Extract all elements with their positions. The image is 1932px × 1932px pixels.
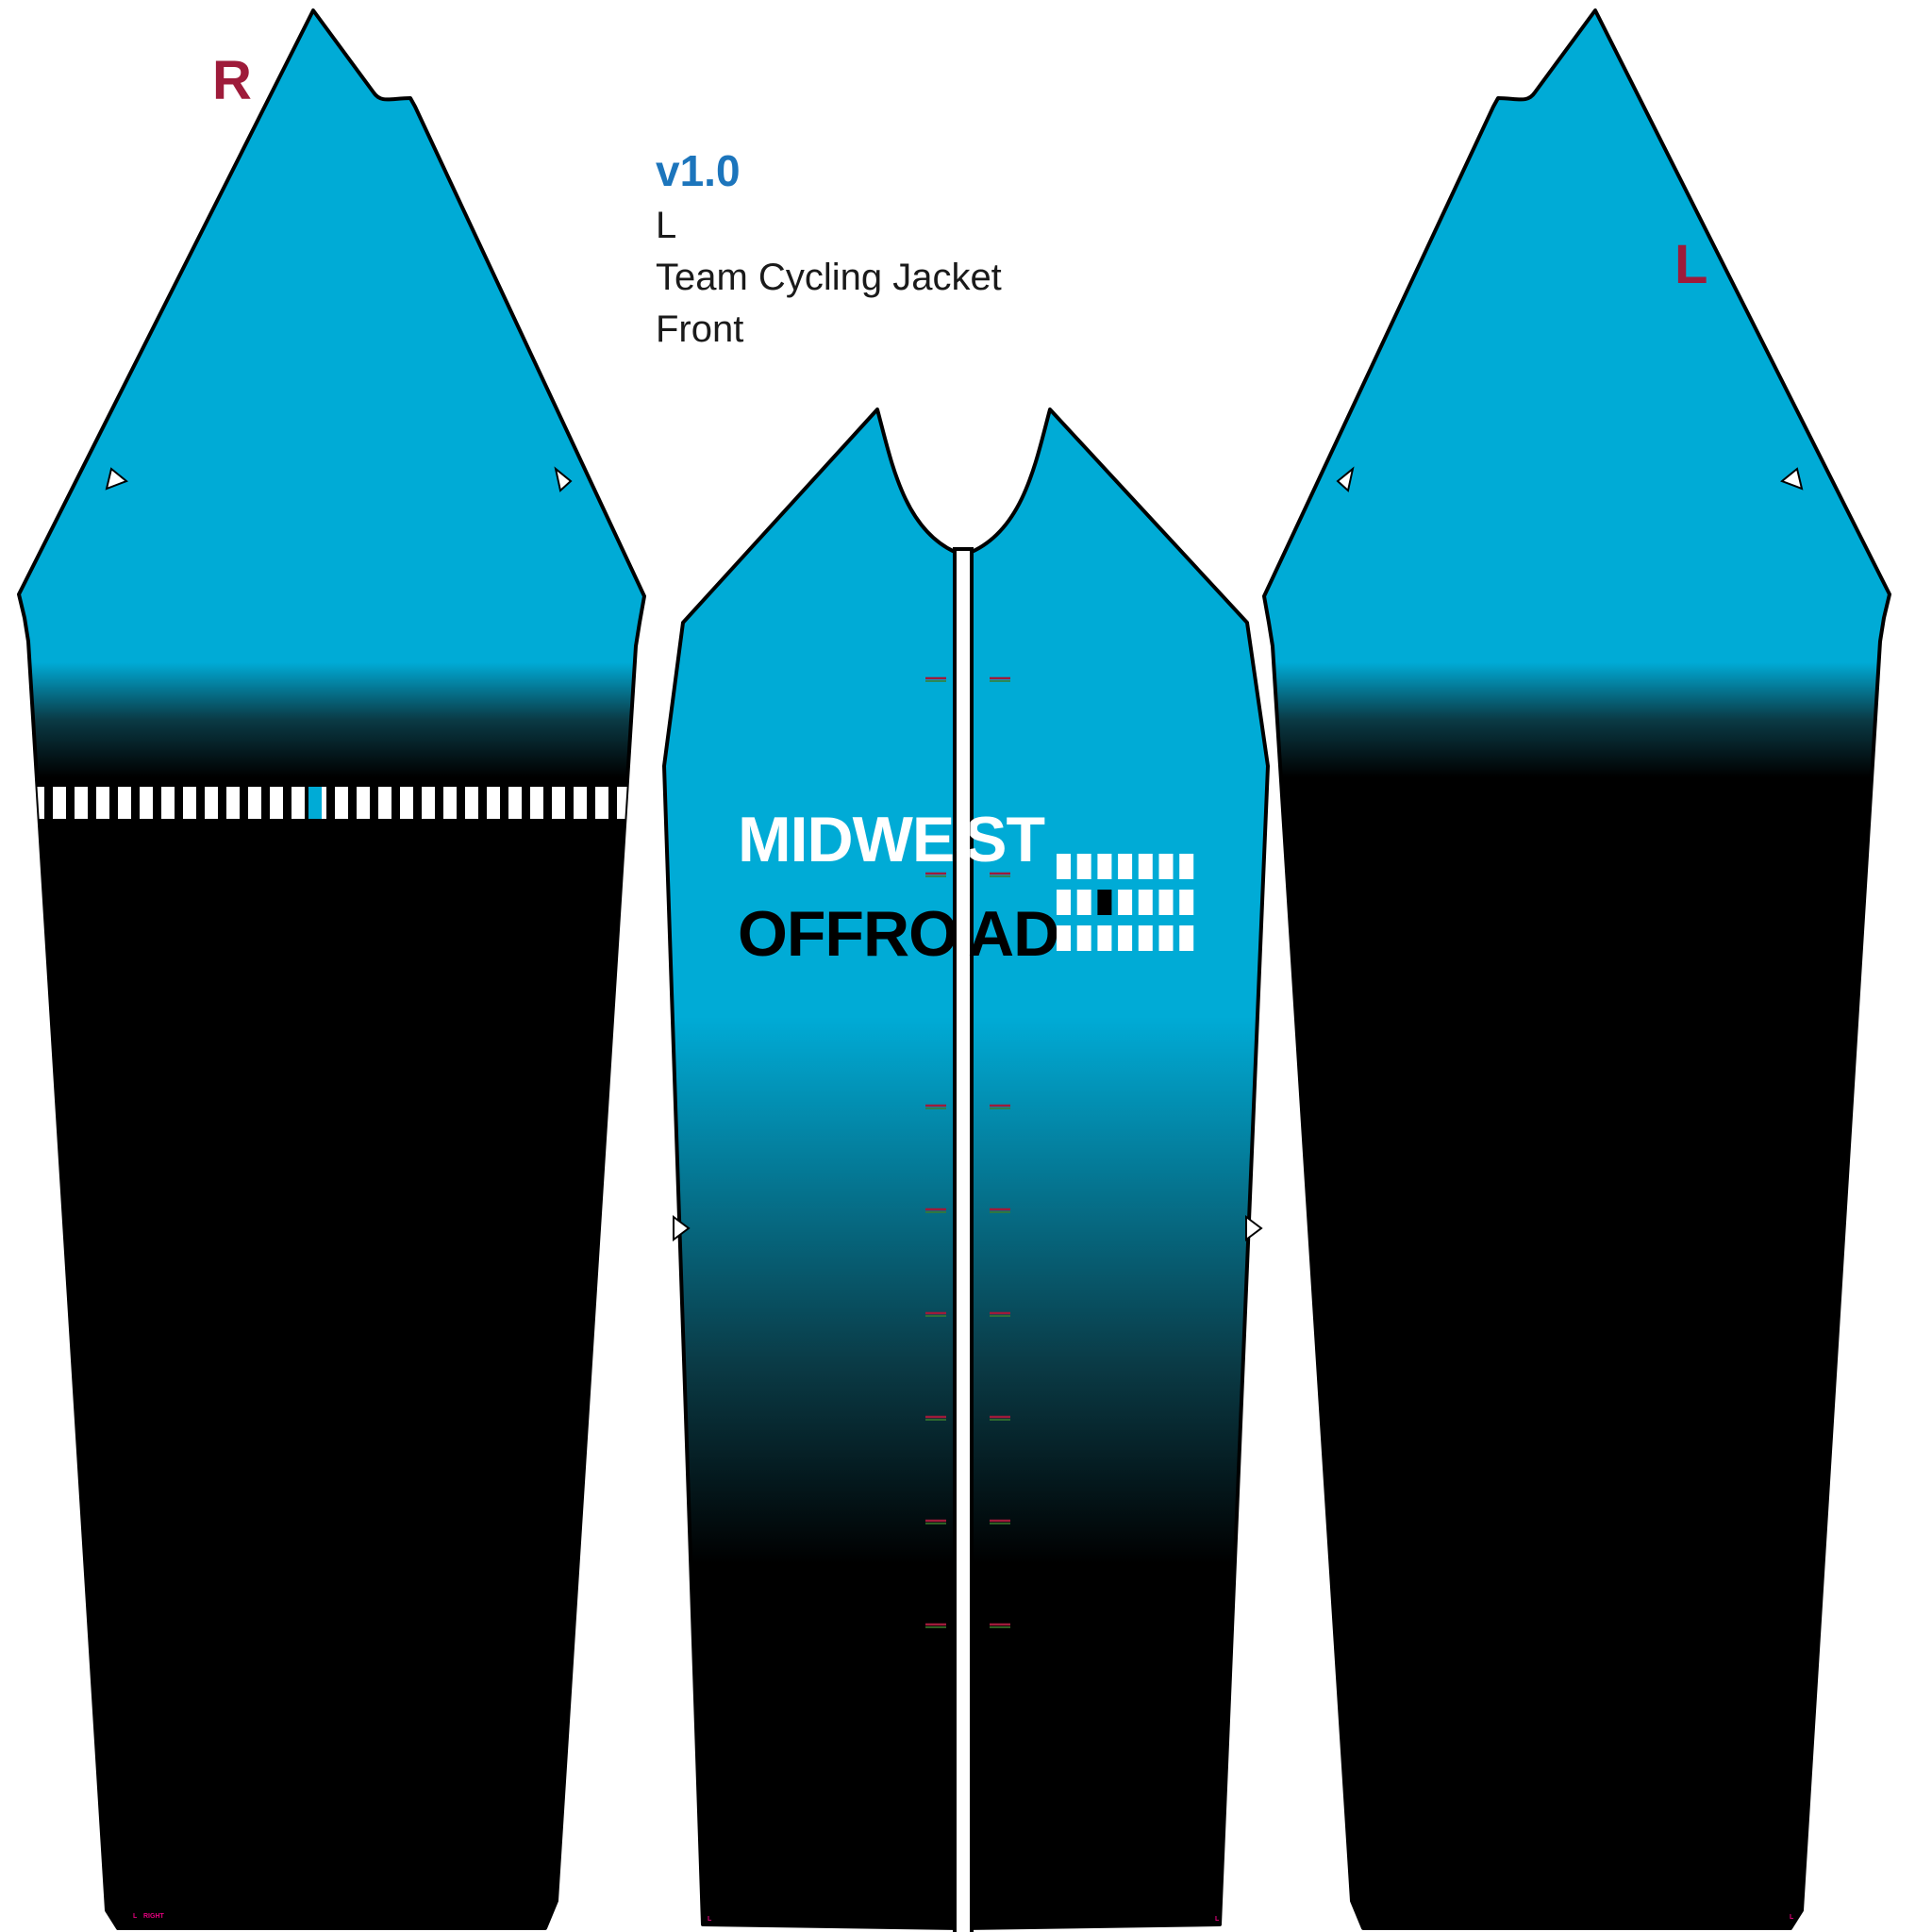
svg-text:L: L: [133, 1913, 138, 1920]
svg-text:RIGHT: RIGHT: [143, 1913, 165, 1920]
svg-text:R: R: [212, 50, 252, 111]
svg-text:L: L: [1674, 234, 1707, 295]
svg-text:Front: Front: [656, 308, 743, 350]
svg-text:L: L: [1215, 1916, 1220, 1923]
svg-text:v1.0: v1.0: [656, 146, 741, 195]
svg-text:L: L: [708, 1916, 712, 1923]
svg-text:L: L: [656, 205, 676, 246]
svg-text:Team Cycling Jacket: Team Cycling Jacket: [656, 257, 1002, 298]
svg-text:L: L: [1790, 1914, 1794, 1921]
